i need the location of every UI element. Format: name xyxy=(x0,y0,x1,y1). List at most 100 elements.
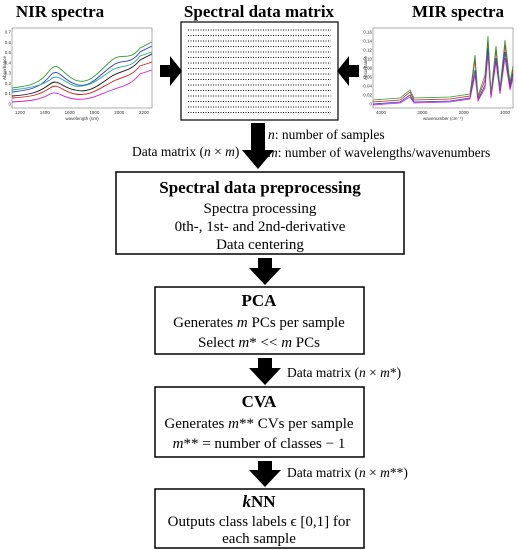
step-line: Generates m** CVs per sample xyxy=(164,416,353,432)
text-part: : number of samples xyxy=(275,127,385,142)
x-tick-label: 1200 xyxy=(15,110,26,115)
x-tick-label: 2200 xyxy=(139,110,150,115)
text-part: m xyxy=(380,465,390,480)
step-title: PCA xyxy=(242,291,278,310)
text-part: NN xyxy=(251,492,276,511)
text-part: Spectral data preprocessing xyxy=(159,178,361,197)
text-part: n xyxy=(359,365,366,380)
y-tick-label: 0.7 xyxy=(5,30,12,35)
text-part: PCs per sample xyxy=(248,315,345,331)
text-part: ** CVs per sample xyxy=(239,416,354,432)
y-tick-label: 0 xyxy=(8,102,11,107)
text-part: m xyxy=(281,335,292,351)
mir-title: MIR spectra xyxy=(412,2,505,21)
text-part: Data matrix ( xyxy=(132,144,204,159)
step-title: kNN xyxy=(242,492,276,511)
text-part: 0th-, 1st- and 2nd-derivative xyxy=(175,219,346,235)
text-part: Data matrix ( xyxy=(287,465,359,480)
text-part: Spectra processing xyxy=(204,201,317,217)
text-part: × xyxy=(366,465,380,480)
y-tick-label: 0.3 xyxy=(5,71,12,76)
matrix-box xyxy=(180,21,339,121)
text-part: m xyxy=(268,145,278,160)
step-line: each sample xyxy=(222,531,296,547)
x-tick-label: 4000 xyxy=(376,110,387,115)
right-arrow xyxy=(160,56,182,86)
x-tick-label: 1000 xyxy=(500,110,511,115)
text-part: m xyxy=(225,144,235,159)
text-part: CVA xyxy=(242,392,277,411)
y-tick-label: 0.14 xyxy=(363,39,372,44)
nir-title: NIR spectra xyxy=(16,2,105,21)
y-tick-label: 0.12 xyxy=(363,48,372,53)
text-part: each sample xyxy=(222,531,296,547)
text-part: **) xyxy=(390,465,408,480)
axis-label: Absorbance xyxy=(2,56,7,81)
down-arrow xyxy=(249,358,281,385)
text-part: Generates xyxy=(173,315,237,331)
y-tick-label: 0.10 xyxy=(363,57,372,62)
text-part: k xyxy=(242,492,251,511)
text-part: Outputs class labels ϵ [0,1] for xyxy=(168,514,351,530)
down-arrow xyxy=(249,461,281,487)
mir-frame xyxy=(372,27,514,109)
text-part: m xyxy=(173,436,184,452)
y-tick-label: 0.2 xyxy=(5,81,12,86)
x-tick-label: 1600 xyxy=(65,110,76,115)
y-tick-label: 0 xyxy=(369,102,372,107)
arrow-note: m: number of wavelengths/wavenumbers xyxy=(268,145,490,160)
y-tick-label: 0.04 xyxy=(363,84,372,89)
step-line: Generates m PCs per sample xyxy=(173,315,345,331)
mir-plot xyxy=(372,27,514,109)
axis-label: wavelength (nm) xyxy=(65,116,99,121)
down-arrow xyxy=(249,258,281,285)
nir-spectra xyxy=(11,41,153,103)
arrow-label: Data matrix (n × m**) xyxy=(287,465,408,480)
y-tick-label: 0.06 xyxy=(363,75,372,80)
text-part: n xyxy=(204,144,211,159)
step-line: Outputs class labels ϵ [0,1] for xyxy=(168,514,351,530)
y-tick-label: 0.16 xyxy=(363,30,372,35)
x-tick-label: 2000 xyxy=(114,110,125,115)
text-part: *) xyxy=(390,365,401,380)
y-tick-label: 0.1 xyxy=(5,91,12,96)
y-tick-label: 0.08 xyxy=(363,66,372,71)
text-part: n xyxy=(268,127,275,142)
step-line: m** = number of classes − 1 xyxy=(173,436,346,452)
text-part: × xyxy=(366,365,380,380)
text-part: × xyxy=(211,144,225,159)
step-line: 0th-, 1st- and 2nd-derivative xyxy=(175,219,346,235)
x-tick-label: 1400 xyxy=(40,110,51,115)
step-box xyxy=(154,386,365,458)
y-tick-label: 0.4 xyxy=(5,60,12,65)
text-part: PCs xyxy=(292,335,320,351)
step-title: CVA xyxy=(242,392,277,411)
text-part: m xyxy=(228,416,239,432)
axis-label: wavenumber (cm⁻¹) xyxy=(423,116,463,121)
text-part: Data matrix ( xyxy=(287,365,359,380)
down-arrow xyxy=(242,123,274,169)
left-arrow xyxy=(337,56,359,86)
step-title: Spectral data preprocessing xyxy=(159,178,361,197)
axis-label: Absorbance xyxy=(363,56,368,81)
text-part: n xyxy=(359,465,366,480)
text-part: ** = number of classes − 1 xyxy=(183,436,345,452)
x-tick-label: 1800 xyxy=(89,110,100,115)
text-part: m xyxy=(380,365,390,380)
step-box xyxy=(154,488,365,549)
y-tick-label: 0.5 xyxy=(5,50,12,55)
y-tick-label: 0.6 xyxy=(5,40,12,45)
text-part: Generates xyxy=(164,416,228,432)
arrow-note: n: number of samples xyxy=(268,127,385,142)
nir-frame xyxy=(11,27,153,109)
text-part: Data centering xyxy=(216,237,304,253)
text-part: Select xyxy=(198,335,238,351)
text-part: m xyxy=(237,315,248,331)
step-line: Spectra processing xyxy=(204,201,317,217)
text-part: * << xyxy=(249,335,281,351)
mir-spectra xyxy=(372,35,514,106)
x-tick-label: 2000 xyxy=(459,110,470,115)
arrow-label: Data matrix (n × m*) xyxy=(287,365,401,380)
text-part: ) xyxy=(235,144,240,159)
